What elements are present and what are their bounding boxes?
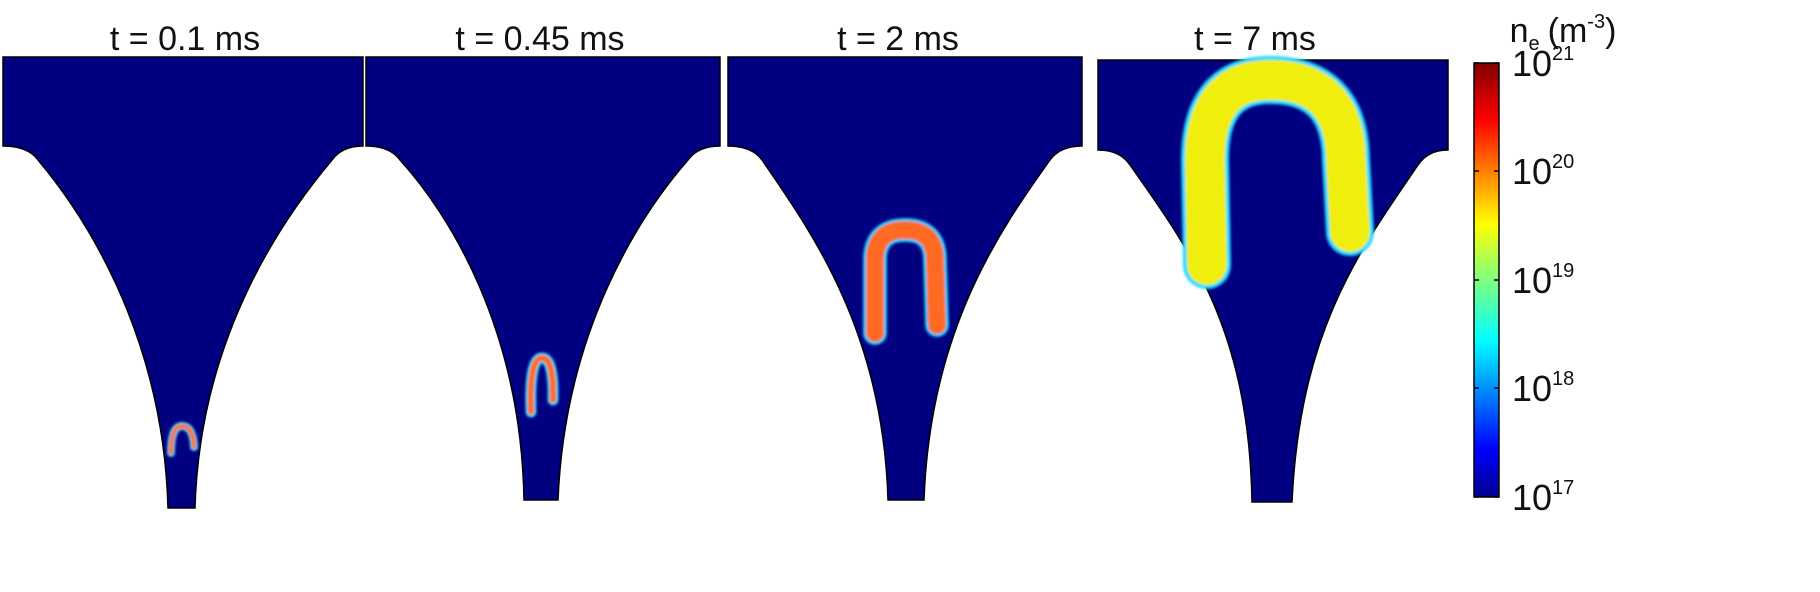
- domain-shape: [365, 56, 721, 501]
- colorbar-label: ne (m-3): [1510, 11, 1617, 55]
- plasma-arch: [1180, 55, 1374, 289]
- colorbar-ticks: [1474, 62, 1499, 498]
- panel-title: t = 0.45 ms: [455, 20, 624, 58]
- colorbar-tick-label: 1020: [1512, 151, 1574, 192]
- panel-1: t = 0.1 ms: [2, 20, 364, 509]
- domain-shape: [2, 56, 364, 509]
- panel-title: t = 0.1 ms: [110, 20, 260, 58]
- colorbar-tick-label: 1019: [1512, 260, 1574, 301]
- panel-3: t = 2 ms: [727, 20, 1083, 501]
- panel-2: t = 0.45 ms: [365, 20, 721, 501]
- panel-4: t = 7 ms: [1097, 20, 1449, 503]
- colorbar-tick-label: 1018: [1512, 368, 1574, 409]
- panel-title: t = 2 ms: [837, 20, 959, 58]
- plasma-arch: [167, 421, 198, 457]
- colorbar-tick-label: 1021: [1512, 43, 1574, 84]
- plasma-arch: [863, 217, 949, 345]
- panel-title: t = 7 ms: [1194, 20, 1316, 58]
- domain-shape: [727, 56, 1083, 501]
- plasma-arch: [525, 352, 559, 418]
- colorbar: ne (m-3) 1021 1020 1019 1018 1017: [1473, 11, 1617, 518]
- colorbar-tick-label: 1017: [1512, 477, 1574, 518]
- domain-shape: [1097, 59, 1449, 503]
